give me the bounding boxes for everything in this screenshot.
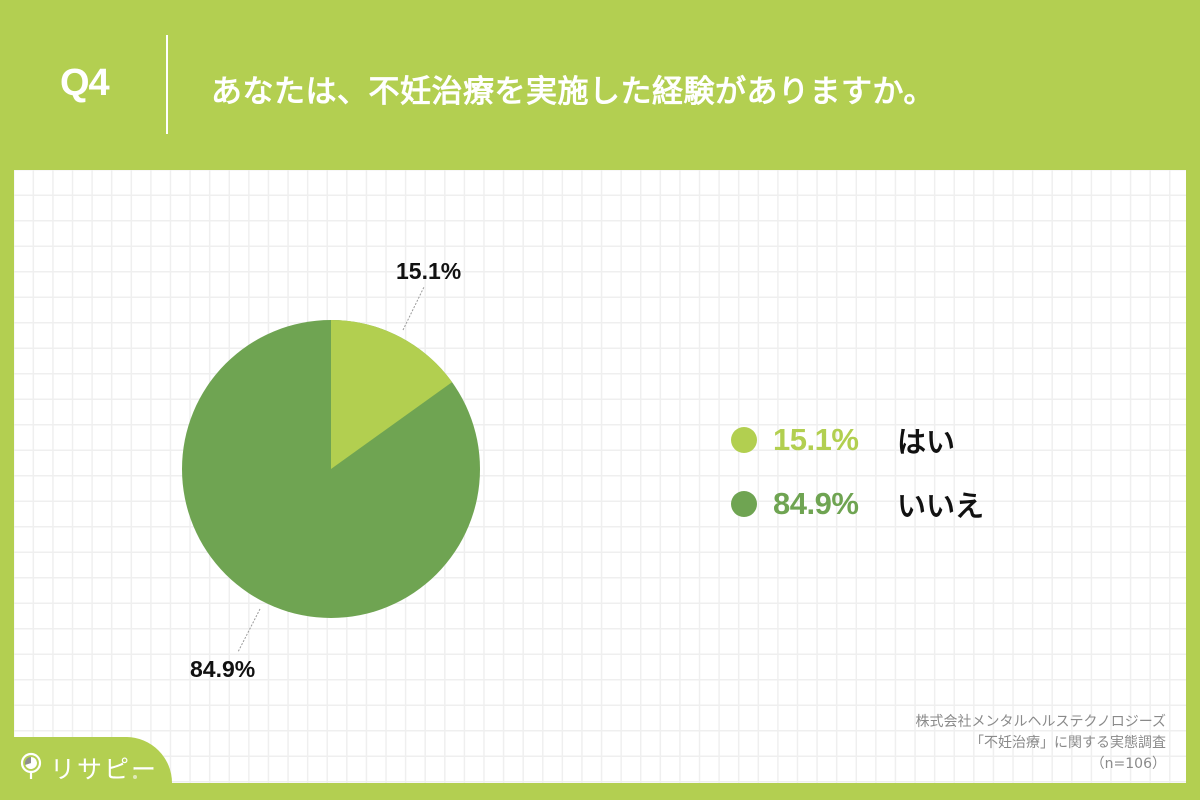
- logo-text: リサピー: [50, 755, 159, 784]
- question-number: Q4: [60, 62, 110, 104]
- pie-label-no: 84.9%: [190, 656, 256, 682]
- chart-panel: 15.1% 84.9% 15.1% はい 84.9% いいえ 株式会社メンタルヘ…: [14, 170, 1186, 783]
- legend: 15.1% はい 84.9% いいえ: [731, 408, 984, 536]
- pie-slice-yes: [331, 320, 453, 469]
- legend-pct-no: 84.9%: [773, 486, 859, 521]
- legend-label-yes: はい: [897, 425, 956, 459]
- pie-label-yes: 15.1%: [396, 258, 462, 284]
- legend-dot-no-icon: [731, 491, 757, 517]
- legend-dot-yes-icon: [731, 427, 757, 453]
- pie-chart: [182, 286, 480, 653]
- legend-item-yes: 15.1% はい: [731, 408, 984, 472]
- source-company: 株式会社メンタルヘルステクノロジーズ: [915, 714, 1166, 730]
- logo-pin-icon: [20, 752, 42, 779]
- header: Q4 あなたは、不妊治療を実施した経験がありますか。: [0, 0, 1200, 170]
- legend-item-no: 84.9% いいえ: [731, 472, 984, 536]
- question-title: あなたは、不妊治療を実施した経験がありますか。: [211, 74, 935, 110]
- header-divider: [166, 35, 168, 134]
- leader-line-no: [237, 608, 261, 653]
- legend-label-no: いいえ: [897, 489, 985, 523]
- source-sample-size: （n=106）: [1090, 756, 1166, 772]
- logo-dot: [133, 775, 137, 779]
- source-note: 株式会社メンタルヘルステクノロジーズ 「不妊治療」に関する実態調査 （n=106…: [916, 712, 1166, 775]
- legend-pct-yes: 15.1%: [773, 422, 859, 457]
- source-survey: 「不妊治療」に関する実態調査: [970, 735, 1166, 751]
- leader-line-yes: [402, 286, 425, 331]
